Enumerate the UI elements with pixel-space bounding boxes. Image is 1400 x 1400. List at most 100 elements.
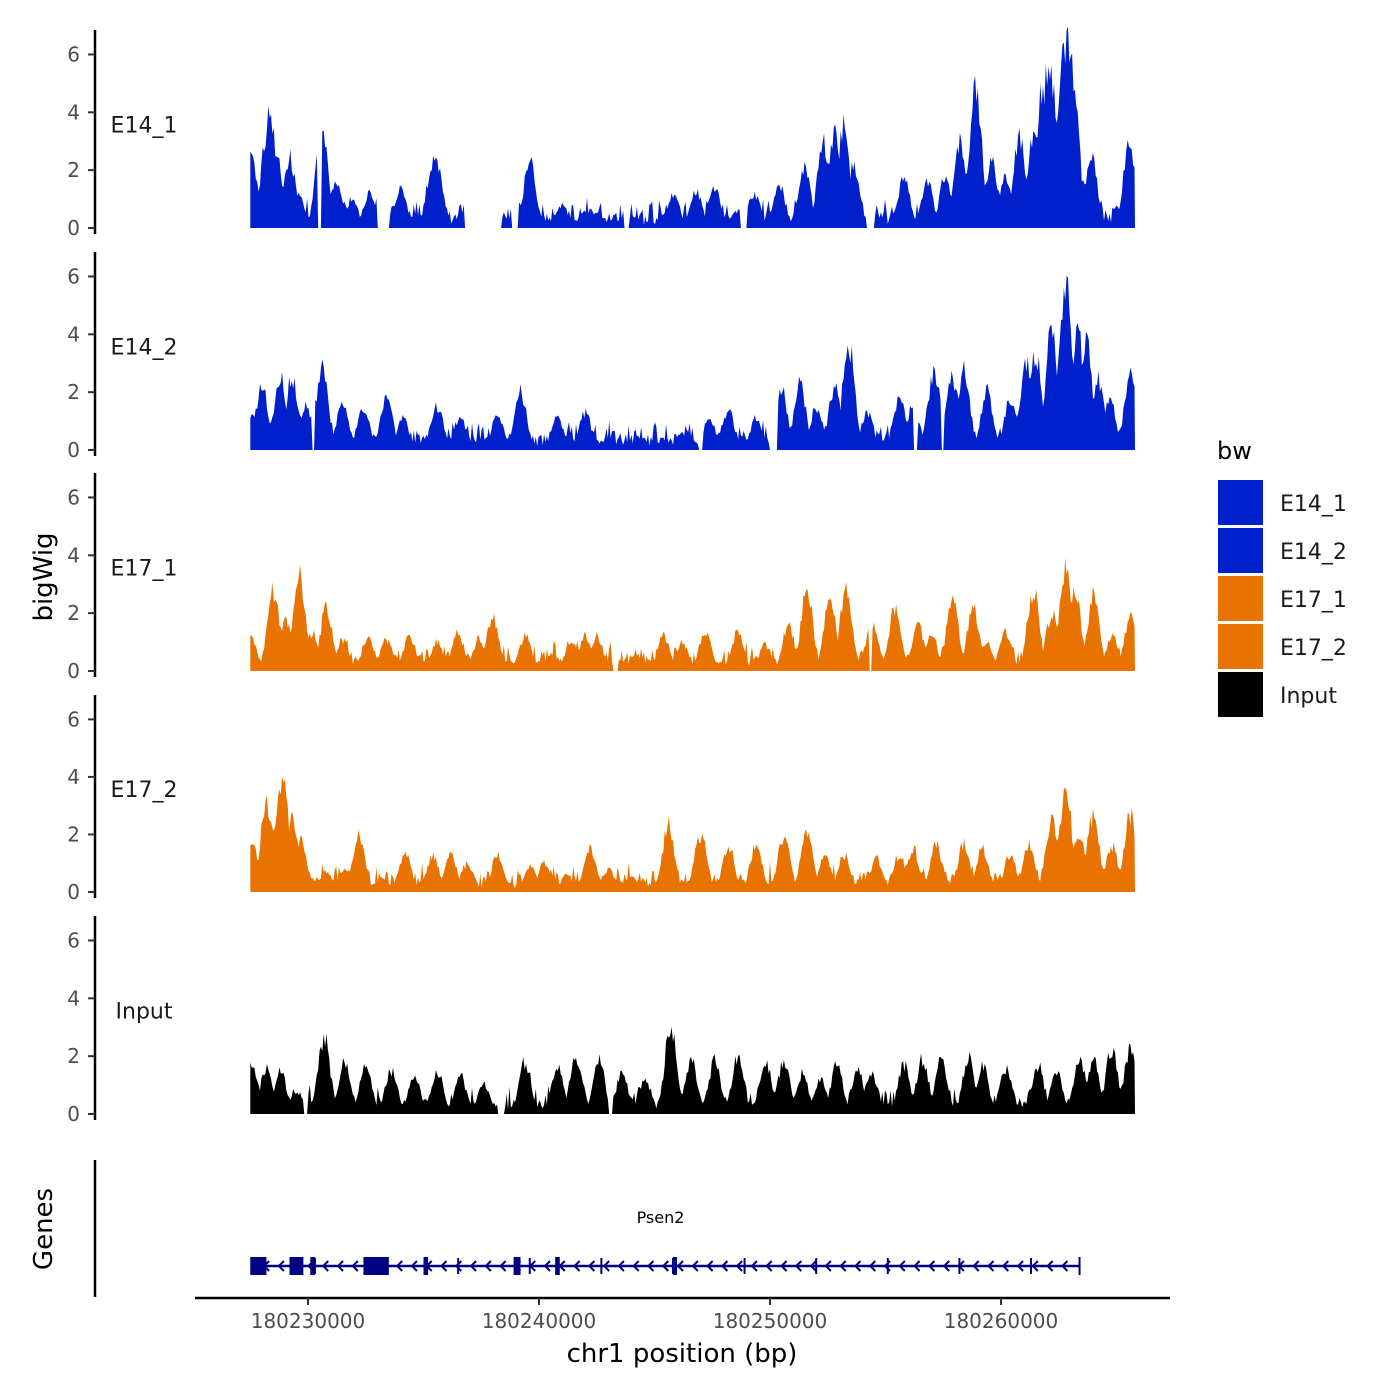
strand-arrow (321, 1260, 329, 1272)
strand-arrow (780, 1260, 788, 1272)
gene-exon (513, 1257, 521, 1275)
x-tick-label: 180240000 (482, 1309, 597, 1333)
strand-arrow (750, 1260, 758, 1272)
gene-exon (363, 1257, 389, 1275)
strand-arrow (587, 1260, 596, 1272)
strand-arrow (691, 1260, 699, 1272)
strand-arrow (794, 1260, 803, 1272)
strand-arrow (854, 1260, 862, 1272)
genes-panel: Psen2 (93, 1160, 1081, 1297)
strand-arrow (824, 1260, 832, 1272)
y-tick-label: 0 (67, 659, 80, 683)
legend-label: E17_1 (1280, 588, 1347, 613)
legend-label: E17_2 (1280, 636, 1347, 661)
coverage-area (250, 775, 1136, 892)
y-tick-label: 6 (67, 485, 80, 509)
x-tick-label: 180230000 (251, 1309, 366, 1333)
y-tick-label: 2 (67, 380, 80, 404)
gene-exon (289, 1257, 304, 1275)
track-label: E14_2 (111, 336, 178, 361)
strand-arrow (469, 1260, 477, 1272)
strand-arrow (1061, 1260, 1069, 1272)
track-e14-1: 0 2 4 6 E14_1 (67, 26, 1136, 240)
y-tick-label: 6 (67, 928, 80, 952)
strand-arrow (839, 1260, 847, 1272)
y-tick-label: 2 (67, 158, 80, 182)
x-axis: 180230000 180240000 180250000 180260000 (195, 1296, 1170, 1333)
strand-arrow (927, 1260, 936, 1272)
y-tick-label: 2 (67, 601, 80, 625)
track-e14-2: 0 2 4 6 E14_2 (67, 252, 1136, 462)
strand-arrow (809, 1260, 817, 1272)
legend-swatch (1218, 528, 1263, 573)
genes-panel-label: Genes (29, 1188, 59, 1270)
strand-arrow (661, 1260, 669, 1272)
strand-arrow (647, 1260, 655, 1272)
strand-arrow (1031, 1260, 1039, 1272)
y-tick-label: 4 (67, 765, 80, 789)
track-e17-1: 0 2 4 6 E17_1 (67, 473, 1136, 683)
legend-swatch (1218, 576, 1263, 621)
y-tick-label: 4 (67, 322, 80, 346)
strand-arrow (720, 1260, 729, 1272)
gene-name-label: Psen2 (637, 1208, 685, 1227)
strand-arrow (1016, 1260, 1024, 1272)
strand-arrow (617, 1260, 625, 1272)
legend-swatch (1218, 624, 1263, 669)
track-e17-2: 0 2 4 6 E17_2 (67, 695, 1136, 904)
legend-item: E14_2 (1218, 528, 1347, 573)
strand-arrow (972, 1260, 980, 1272)
legend-label: E14_1 (1280, 492, 1347, 517)
y-tick-label: 0 (67, 1102, 80, 1126)
track-label: E14_1 (111, 114, 178, 139)
x-tick-label: 180250000 (713, 1309, 828, 1333)
strand-arrow (543, 1260, 551, 1272)
gene-exon (250, 1257, 267, 1275)
strand-arrow (676, 1260, 684, 1272)
x-axis-title: chr1 position (bp) (567, 1339, 798, 1369)
strand-arrow (913, 1260, 921, 1272)
strand-arrow (735, 1260, 743, 1272)
strand-arrow (765, 1260, 773, 1272)
tracks-layer: 0 2 4 6 E14_1 0 2 4 6 E14_2 0 2 4 6 E17_1 0 2 4 6 E17_2 0 2 4 6… (67, 26, 1136, 1126)
gene-exon (672, 1257, 677, 1275)
strand-arrow (602, 1260, 610, 1272)
strand-arrow (1046, 1260, 1054, 1272)
legend-item: E17_2 (1218, 624, 1347, 669)
y-tick-label: 0 (67, 216, 80, 240)
y-tick-label: 4 (67, 986, 80, 1010)
track-label: E17_1 (111, 557, 178, 582)
legend-item: E17_1 (1218, 576, 1347, 621)
strand-arrow (1001, 1260, 1010, 1272)
strand-arrow (632, 1260, 640, 1272)
coverage-area (250, 26, 1136, 228)
gene-exon (555, 1257, 560, 1275)
strand-arrow (395, 1260, 403, 1272)
y-tick-label: 6 (67, 42, 80, 66)
legend-label: E14_2 (1280, 540, 1347, 565)
strand-arrow (336, 1260, 344, 1272)
y-tick-label: 0 (67, 880, 80, 904)
y-axis-title: bigWig (29, 532, 59, 621)
legend: bw E14_1 E14_2 E17_1 E17_2 Input (1217, 437, 1347, 717)
strand-arrow (987, 1260, 995, 1272)
y-tick-label: 6 (67, 264, 80, 288)
y-tick-label: 2 (67, 1044, 80, 1068)
legend-item: E14_1 (1218, 480, 1347, 525)
y-tick-label: 0 (67, 438, 80, 462)
strand-arrow (484, 1260, 492, 1272)
strand-arrow (499, 1260, 507, 1272)
legend-item: Input (1218, 672, 1337, 717)
strand-arrow (351, 1260, 359, 1272)
legend-label: Input (1280, 684, 1337, 709)
coverage-area (250, 275, 1136, 450)
strand-arrow (454, 1260, 463, 1272)
strand-arrow (277, 1260, 285, 1272)
track-label: E17_2 (111, 778, 178, 803)
strand-arrow (410, 1260, 418, 1272)
gene-exon (423, 1257, 429, 1275)
track-label: Input (116, 1000, 173, 1025)
strand-arrow (706, 1260, 714, 1272)
gene-exon (310, 1257, 315, 1275)
